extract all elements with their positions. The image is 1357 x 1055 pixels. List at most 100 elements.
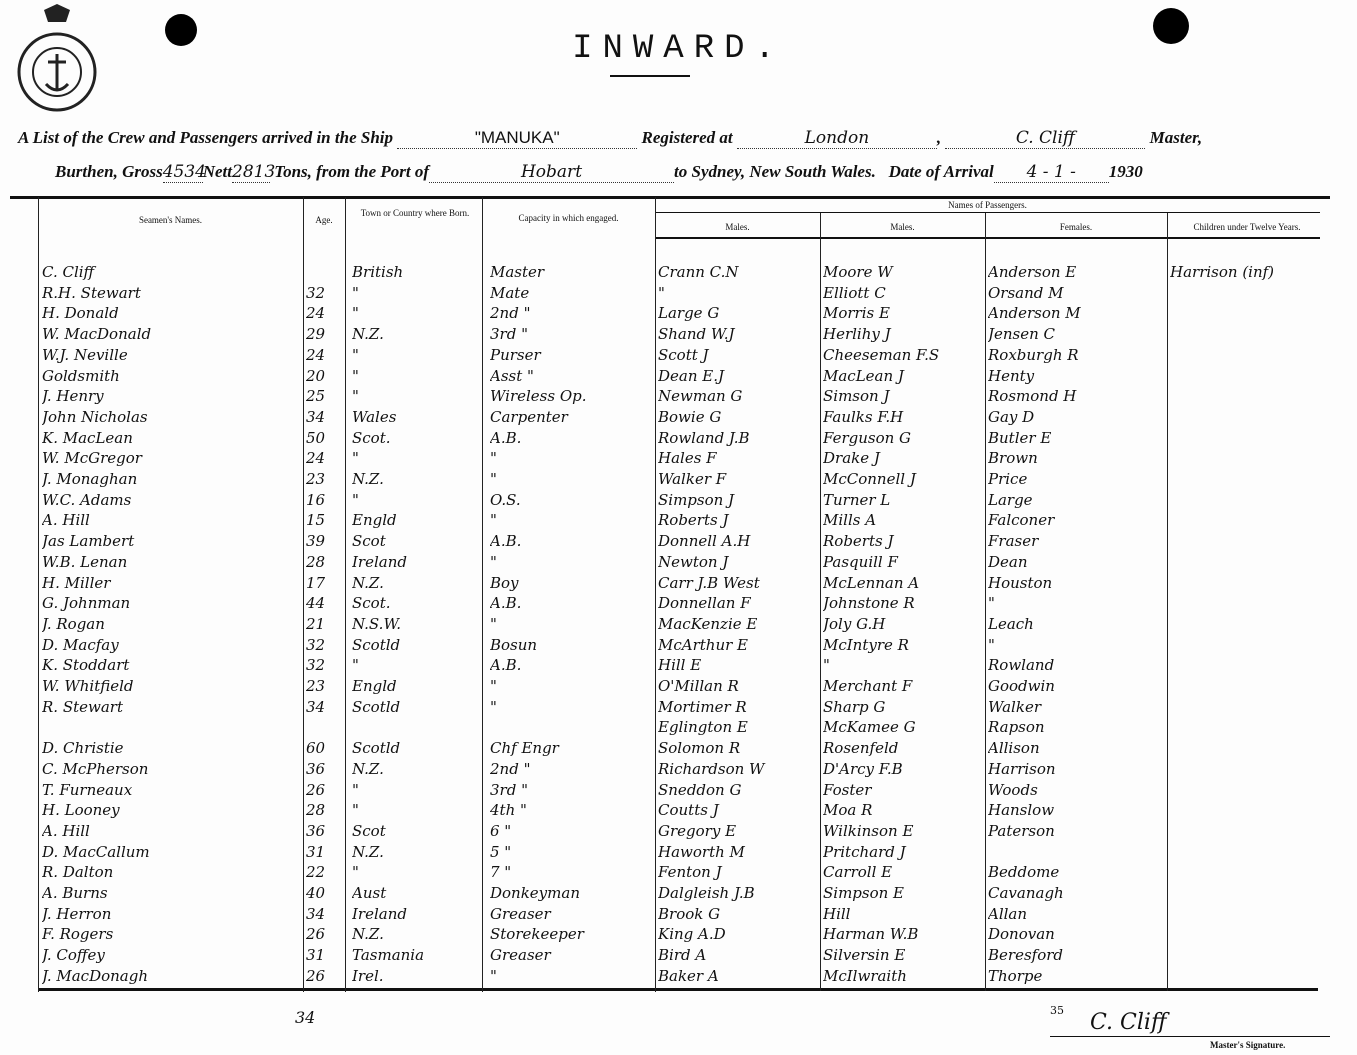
seaman-age: 21 bbox=[306, 614, 326, 633]
male-passenger: Sharp G bbox=[823, 697, 886, 716]
male-passenger: Bird A bbox=[658, 946, 707, 965]
seaman-capacity: Donkeyman bbox=[490, 884, 580, 902]
seaman-birthplace: " bbox=[352, 387, 359, 406]
master-name: C. Cliff bbox=[945, 128, 1146, 149]
female-passenger: Goodwin bbox=[988, 677, 1055, 695]
male-passenger: Newton J bbox=[658, 552, 729, 571]
seaman-name: W. McGregor bbox=[42, 449, 142, 468]
seaman-name: J. Monaghan bbox=[42, 470, 138, 488]
male-passenger: Bowie G bbox=[658, 407, 722, 426]
male-passenger: Fenton J bbox=[658, 863, 722, 882]
seaman-capacity: 7 " bbox=[490, 863, 512, 882]
seaman-age: 40 bbox=[306, 884, 326, 902]
seaman-capacity: " bbox=[490, 470, 497, 488]
seaman-birthplace: N.Z. bbox=[352, 573, 384, 592]
seaman-birthplace: Scot. bbox=[352, 594, 391, 613]
male-passenger: Donnell A.H bbox=[658, 532, 751, 551]
seaman-capacity: Asst " bbox=[490, 366, 534, 385]
seaman-age: 26 bbox=[306, 780, 326, 799]
male-passenger: Moore W bbox=[823, 263, 893, 281]
male-passenger: Rosenfeld bbox=[823, 739, 899, 758]
seaman-capacity: A.B. bbox=[490, 532, 522, 551]
female-passenger: Orsand M bbox=[988, 283, 1064, 302]
female-passenger: Allan bbox=[988, 904, 1028, 923]
male-passenger: Pasquill F bbox=[823, 552, 898, 571]
female-passenger: Fraser bbox=[988, 532, 1039, 551]
seaman-birthplace: " bbox=[352, 449, 359, 468]
seaman-age: 32 bbox=[306, 656, 326, 675]
master-signature: C. Cliff bbox=[1090, 1010, 1167, 1035]
male-passenger: Sneddon G bbox=[658, 780, 742, 799]
seaman-age: 25 bbox=[306, 387, 326, 406]
seaman-birthplace: Scot bbox=[352, 532, 386, 551]
female-passenger: Woods bbox=[988, 780, 1038, 799]
seaman-birthplace: N.Z. bbox=[352, 842, 384, 861]
female-passenger: Henty bbox=[988, 366, 1035, 385]
seaman-name: H. Miller bbox=[42, 573, 111, 592]
male-passenger: McArthur E bbox=[658, 635, 748, 654]
seaman-name: W.J. Neville bbox=[42, 345, 128, 364]
male-passenger: Mortimer R bbox=[658, 697, 747, 716]
seaman-name: D. MacCallum bbox=[42, 842, 150, 861]
seaman-name: C. McPherson bbox=[42, 759, 149, 778]
signature-label: Master's Signature. bbox=[1210, 1040, 1286, 1050]
seaman-name: Jas Lambert bbox=[42, 532, 135, 551]
seaman-capacity: 2nd " bbox=[490, 759, 531, 778]
seaman-birthplace: Ireland bbox=[352, 904, 407, 923]
seaman-name: T. Furneaux bbox=[42, 780, 133, 799]
male-passenger: Eglington E bbox=[658, 718, 748, 737]
seaman-birthplace: Scot. bbox=[352, 428, 391, 447]
male-passenger: Simpson J bbox=[658, 490, 735, 509]
male-passenger: Foster bbox=[823, 780, 872, 799]
male-passenger: Large G bbox=[658, 304, 720, 323]
male-passenger: Merchant F bbox=[823, 677, 913, 695]
seaman-capacity: 6 " bbox=[490, 821, 512, 840]
male-passenger: Carr J.B West bbox=[658, 573, 760, 592]
female-passenger: " bbox=[988, 594, 995, 613]
seaman-name: W. Whitfield bbox=[42, 677, 134, 695]
page-title: INWARD. bbox=[572, 30, 785, 68]
seaman-age bbox=[306, 262, 344, 283]
female-passenger: Leach bbox=[988, 614, 1034, 633]
col-header-age: Age. bbox=[315, 215, 333, 225]
seaman-age: 23 bbox=[306, 677, 326, 695]
seaman-age: 29 bbox=[306, 325, 326, 344]
male-passenger: Herlihy J bbox=[823, 325, 891, 344]
male-passenger: Faulks F.H bbox=[823, 407, 904, 426]
male-passenger: Shand W.J bbox=[658, 325, 735, 344]
seaman-age: 15 bbox=[306, 511, 326, 530]
seaman-birthplace: Scot bbox=[352, 821, 386, 840]
seaman-age: 39 bbox=[306, 532, 326, 551]
female-passenger: Price bbox=[988, 470, 1028, 488]
departure-port: Hobart bbox=[429, 162, 675, 183]
male-passenger: Elliott C bbox=[823, 283, 886, 302]
crew-count: 34 bbox=[295, 1008, 316, 1027]
male-passenger: Scott J bbox=[658, 345, 709, 364]
seaman-age: 31 bbox=[306, 842, 326, 861]
seaman-birthplace: Scotld bbox=[352, 635, 401, 654]
seaman-capacity: 3rd " bbox=[490, 780, 528, 799]
col-header-name: Seamen's Names. bbox=[138, 215, 203, 225]
seaman-capacity: 2nd " bbox=[490, 304, 531, 323]
seaman-age: 32 bbox=[306, 635, 326, 654]
female-passenger: Walker bbox=[988, 697, 1041, 716]
male-passenger: Joly G.H bbox=[823, 614, 886, 633]
male-passenger: Pritchard J bbox=[823, 842, 906, 861]
female-passenger: Anderson E bbox=[988, 263, 1077, 281]
seaman-capacity: " bbox=[490, 449, 497, 468]
seaman-birthplace: " bbox=[352, 304, 359, 323]
male-passenger: Coutts J bbox=[658, 801, 719, 820]
col-header-children: Children under Twelve Years. bbox=[1193, 222, 1301, 232]
seaman-capacity: " bbox=[490, 511, 497, 530]
seaman-name: K. Stoddart bbox=[42, 656, 130, 675]
seaman-capacity: Wireless Op. bbox=[490, 387, 587, 406]
male-passenger: D'Arcy F.B bbox=[823, 759, 903, 778]
seaman-birthplace: N.Z. bbox=[352, 325, 384, 344]
seaman-birthplace: " bbox=[352, 801, 359, 820]
male-passenger: MacLean J bbox=[823, 366, 904, 385]
seaman-age: 20 bbox=[306, 366, 326, 385]
male-passenger: Haworth M bbox=[658, 842, 745, 861]
female-passenger: Houston bbox=[988, 573, 1053, 592]
male-passenger: Dalgleish J.B bbox=[658, 884, 755, 902]
seaman-age: 26 bbox=[306, 925, 326, 944]
